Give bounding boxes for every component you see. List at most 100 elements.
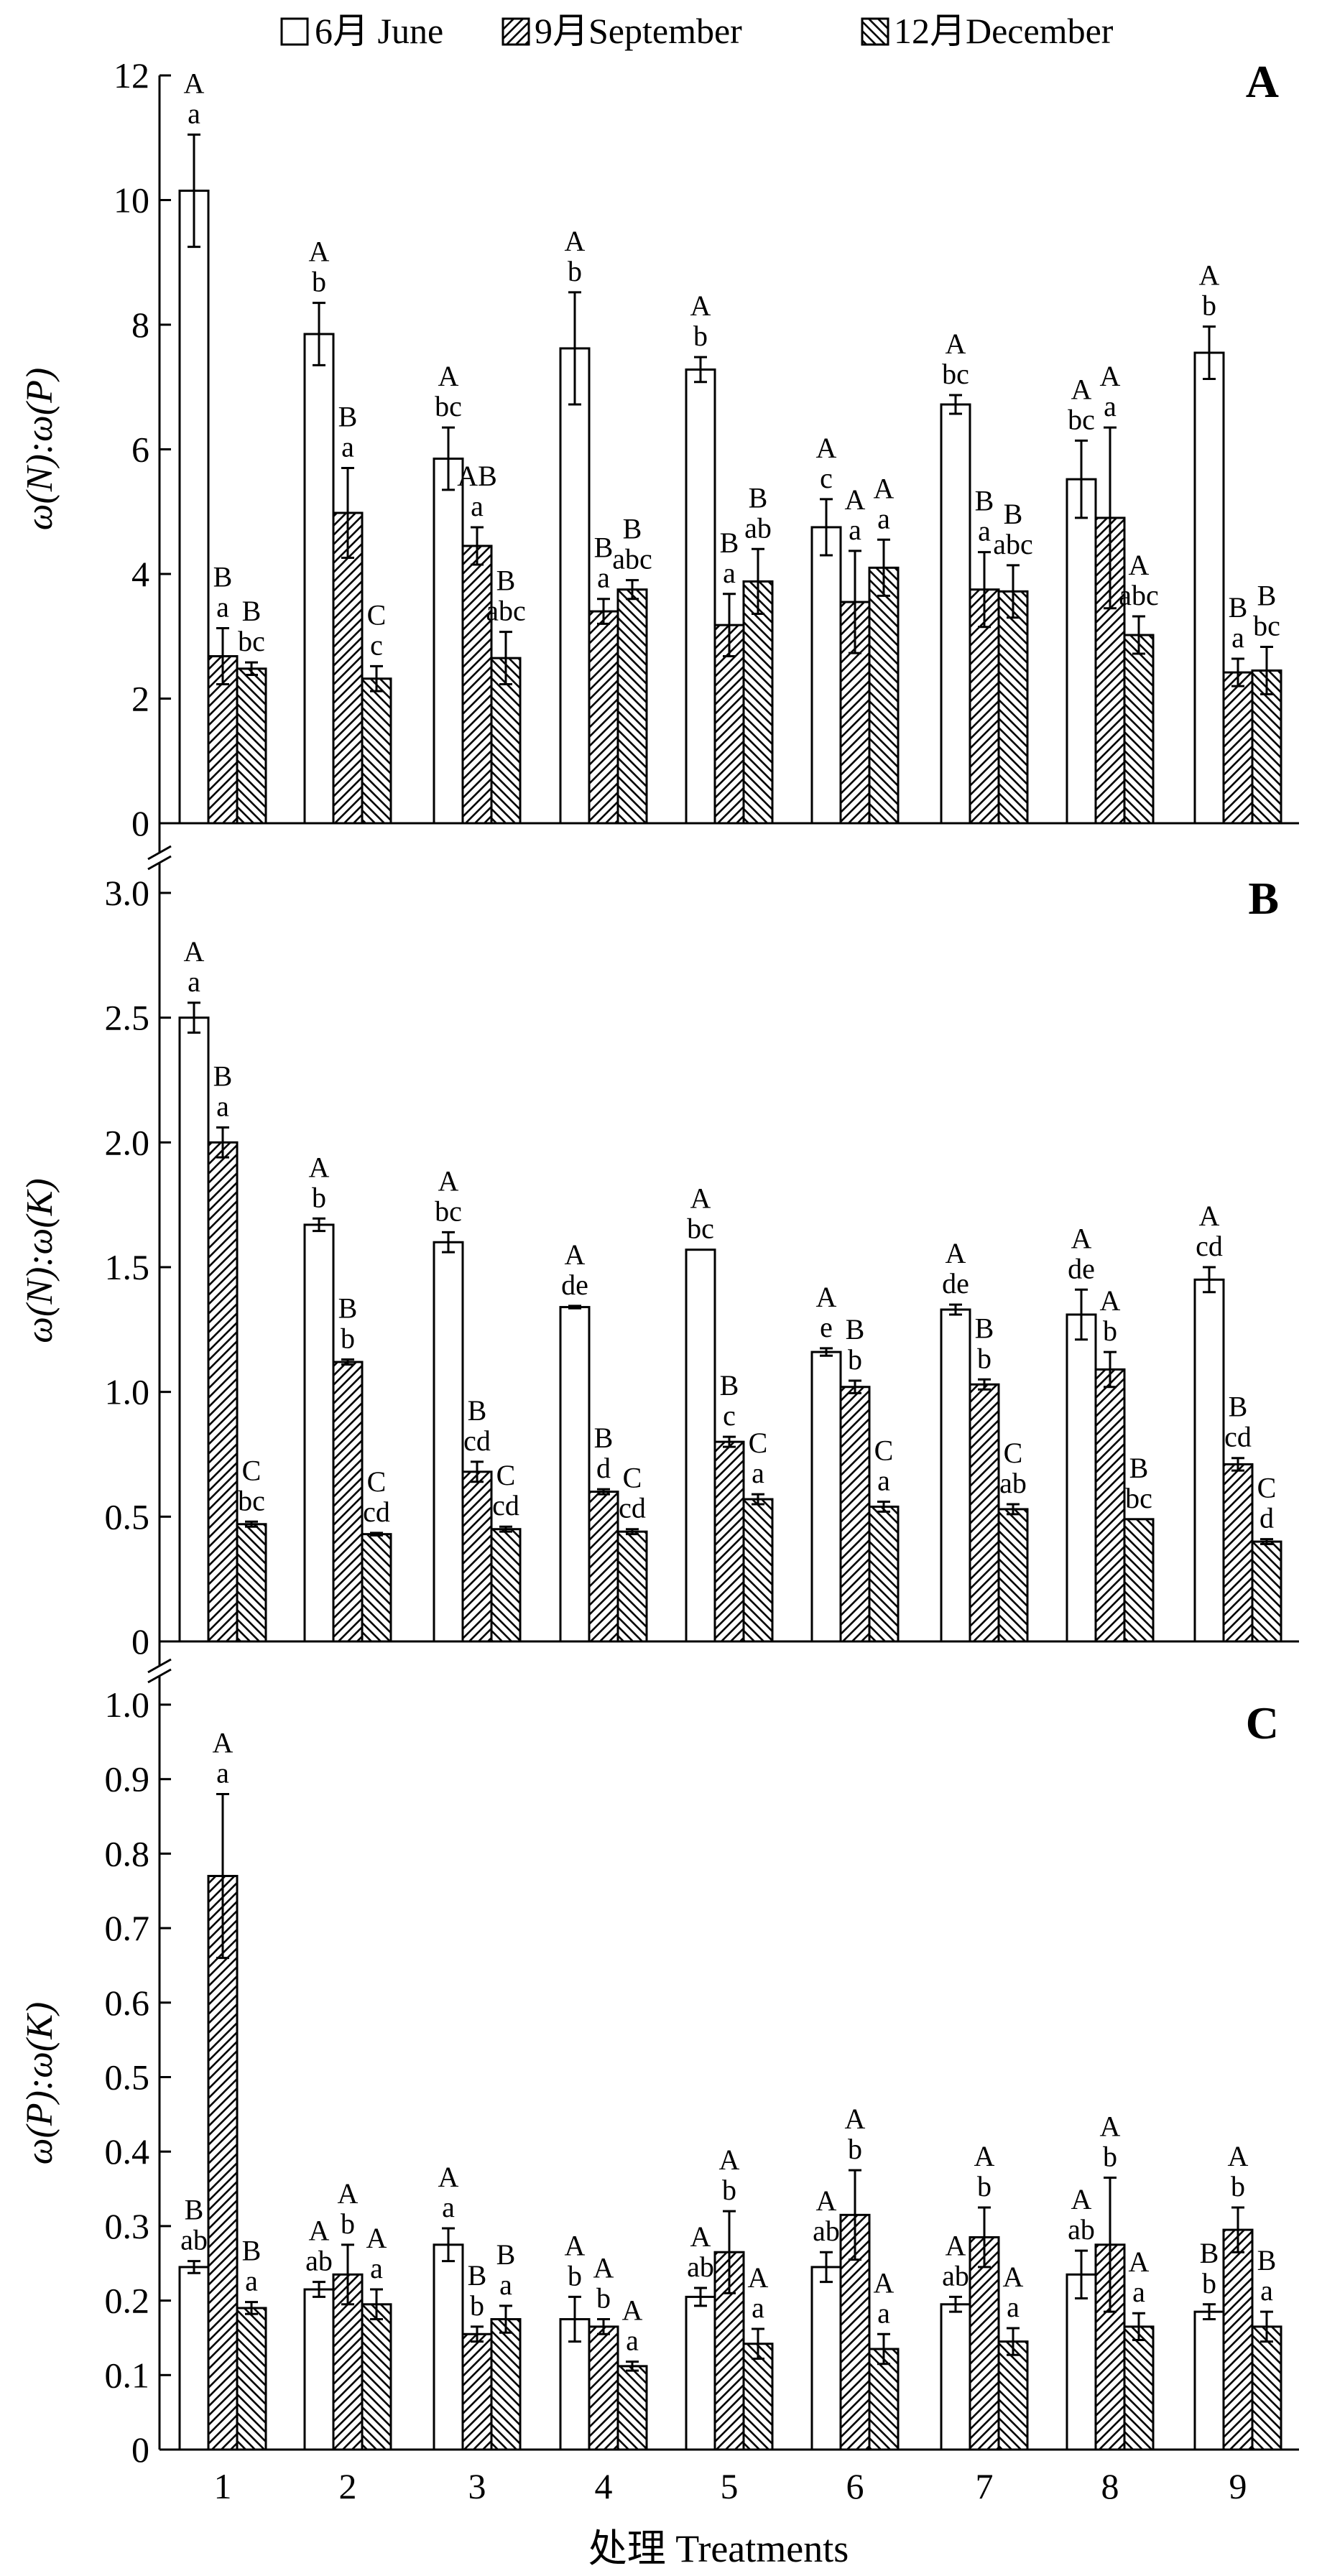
- significance-upper-june: A: [946, 328, 966, 360]
- significance-upper-june: A: [1199, 1200, 1220, 1232]
- significance-upper-september: B: [1229, 591, 1248, 624]
- bar-december: [616, 2365, 648, 2451]
- significance-lower-september: a: [341, 431, 354, 463]
- significance-lower-june: bc: [1068, 403, 1095, 435]
- significance-lower-june: bc: [435, 390, 462, 422]
- panel-c-ytick-label: 1.0: [105, 1685, 150, 1725]
- bar-december: [1123, 2325, 1155, 2451]
- bar-september: [969, 2236, 1000, 2451]
- legend-label-september: 9月September: [535, 11, 742, 51]
- significance-upper-december: A: [622, 2294, 643, 2327]
- panel-c-ylabel: ω(P):ω(K): [19, 2002, 60, 2164]
- legend: 6月 June 9月September 12月December: [280, 11, 1114, 51]
- significance-lower-september: b: [596, 2282, 611, 2315]
- significance-lower-september: b: [341, 2207, 355, 2240]
- bar-june: [1066, 1313, 1097, 1643]
- significance-upper-december: A: [748, 2261, 769, 2294]
- panel-a-ytick-label: 6: [131, 430, 149, 470]
- panel-c-letter: C: [1246, 1697, 1279, 1748]
- bar-september: [207, 1875, 239, 2451]
- significance-upper-december: B: [242, 595, 262, 627]
- significance-upper-june: A: [565, 225, 586, 257]
- panel-a-ytick-label: 8: [131, 305, 149, 345]
- bar-june: [685, 1248, 716, 1643]
- panel-c-ytick-label: 0.2: [105, 2281, 150, 2321]
- significance-lower-september: b: [848, 2133, 862, 2165]
- significance-lower-december: cd: [363, 1496, 390, 1528]
- bar-june: [940, 403, 971, 825]
- bar-december: [1123, 634, 1155, 825]
- panel-c-ytick-label: 0.3: [105, 2206, 150, 2246]
- panel-a-ylabel: ω(N):ω(P): [19, 368, 60, 530]
- x-tick-label: 9: [1229, 2466, 1247, 2506]
- significance-lower-december: abc: [486, 595, 526, 627]
- x-axis-label: 处理 Treatments: [588, 2527, 849, 2570]
- significance-lower-december: abc: [993, 528, 1033, 560]
- significance-lower-september: b: [848, 1343, 862, 1376]
- bar-december: [868, 2348, 900, 2451]
- significance-lower-september: a: [723, 557, 736, 589]
- panel-c-ytick-label: 0.7: [105, 1908, 150, 1948]
- bar-september: [461, 1470, 493, 1643]
- panel-b: B ω(N):ω(K) 00.51.01.52.02.53.0 AaAbAbcA…: [19, 873, 1299, 1662]
- significance-upper-june: A: [438, 1164, 459, 1197]
- significance-lower-december: d: [1259, 1502, 1274, 1534]
- significance-lower-september: b: [341, 1322, 355, 1355]
- bar-december: [997, 1508, 1029, 1643]
- bar-december: [616, 1530, 648, 1643]
- significance-upper-september: B: [594, 532, 614, 564]
- significance-lower-june: b: [1202, 2267, 1216, 2299]
- significance-upper-september: AB: [457, 460, 497, 492]
- significance-lower-december: a: [877, 502, 890, 534]
- significance-lower-june: bc: [687, 1213, 714, 1245]
- x-tick-label: 8: [1101, 2466, 1119, 2506]
- significance-lower-september: a: [1104, 390, 1117, 422]
- significance-upper-september: B: [846, 1313, 865, 1345]
- significance-lower-december: bc: [1253, 609, 1280, 641]
- bar-june: [303, 1223, 335, 1643]
- legend-swatch-december: [861, 17, 889, 46]
- significance-lower-june: c: [820, 462, 833, 494]
- bar-june: [303, 2288, 335, 2451]
- significance-upper-june: A: [309, 236, 330, 268]
- significance-upper-june: A: [946, 2229, 966, 2261]
- significance-upper-june: A: [1071, 2183, 1092, 2215]
- bar-june: [810, 2266, 842, 2451]
- significance-upper-september: A: [213, 1726, 234, 1759]
- significance-lower-september: b: [1103, 1315, 1117, 1347]
- significance-lower-june: a: [188, 97, 200, 129]
- significance-lower-december: a: [1260, 2274, 1273, 2307]
- bar-june: [303, 333, 335, 825]
- significance-lower-june: ab: [305, 2245, 333, 2277]
- significance-upper-december: C: [874, 1434, 894, 1466]
- significance-lower-june: cd: [1196, 1230, 1223, 1262]
- significance-lower-june: ab: [180, 2224, 208, 2256]
- significance-lower-june: ab: [687, 2251, 714, 2283]
- significance-upper-september: A: [845, 483, 866, 516]
- x-tick-label: 7: [976, 2466, 994, 2506]
- bar-september: [332, 1361, 364, 1643]
- significance-upper-september: B: [720, 527, 739, 559]
- significance-lower-december: a: [626, 2325, 639, 2357]
- significance-upper-june: B: [185, 2194, 204, 2226]
- legend-swatch-september: [501, 17, 530, 46]
- significance-upper-september: A: [593, 2252, 614, 2284]
- significance-lower-december: bc: [1125, 1482, 1152, 1514]
- significance-upper-june: A: [816, 432, 837, 464]
- bar-december: [490, 1528, 522, 1643]
- bar-june: [1193, 2310, 1225, 2451]
- x-tick-labels: 1 2 3 4 5 6 7 8 9: [214, 2440, 1247, 2506]
- bar-december: [1251, 1540, 1282, 1643]
- significance-upper-june: A: [1199, 259, 1220, 292]
- significance-upper-december: C: [367, 598, 387, 631]
- bar-june: [178, 2266, 210, 2451]
- significance-upper-september: B: [213, 1060, 233, 1092]
- axis-break-mark-1: [147, 845, 172, 871]
- x-tick-label: 1: [214, 2466, 232, 2506]
- significance-upper-june: A: [1071, 373, 1092, 405]
- panel-b-ytick-label: 1.0: [105, 1372, 150, 1412]
- significance-upper-september: A: [1100, 1284, 1121, 1317]
- significance-upper-december: C: [623, 1462, 642, 1494]
- significance-upper-june: A: [565, 1238, 586, 1271]
